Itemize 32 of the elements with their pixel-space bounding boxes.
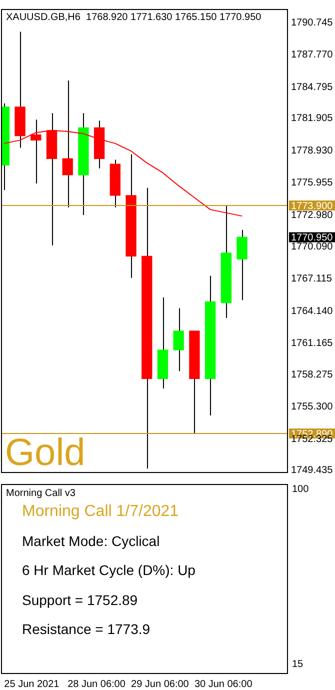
y-tick-label: 1764.140	[291, 306, 334, 317]
y-tick-label: 1775.955	[291, 178, 334, 189]
y-tick-label: 1749.435	[291, 465, 334, 476]
ref-line-label: 1773.900	[291, 200, 334, 212]
text: Morning Call v3	[6, 488, 76, 499]
text: 1770.950	[291, 232, 334, 244]
y-tick-label: 1755.300	[291, 402, 334, 413]
chart-title: XAUUSD.GB,H6 1768.920 1771.630 1765.150 1770.950	[6, 12, 262, 23]
annotation: Gold	[5, 432, 86, 474]
text: 6 Hr Market Cycle (D%): Up	[22, 562, 196, 578]
text: Support = 1752.89	[22, 592, 138, 608]
category-label: 29 Jun 06:00	[131, 678, 190, 690]
text: 100	[292, 484, 309, 495]
candlestick	[173, 308, 184, 372]
y-tick-label: 1770.090	[291, 241, 334, 252]
text: Market Mode: Cyclical	[22, 532, 160, 548]
text: Morning Call 1/7/2021	[22, 503, 179, 520]
y-tick-label: 1787.770	[291, 50, 334, 61]
text: Resistance = 1773.9	[22, 621, 150, 637]
category-label: 25 Jun 2021	[4, 678, 60, 690]
y-tick-label: 1758.275	[291, 369, 334, 380]
y-tick-label: 1778.930	[291, 145, 334, 156]
category-label: 28 Jun 06:00	[68, 678, 126, 690]
y-tick-label: 1767.115	[291, 274, 332, 285]
category-label: 30 Jun 06:00	[194, 678, 253, 690]
candlestick	[236, 229, 248, 301]
y-tick-label: 1784.795	[291, 82, 334, 93]
y-tick-label: 1772.980	[291, 210, 334, 221]
text: 15	[292, 659, 304, 670]
y-tick-label: 1761.165	[291, 338, 334, 350]
y-tick-label: 1781.905	[291, 113, 334, 124]
y-tick-label: 1790.745	[291, 17, 334, 28]
